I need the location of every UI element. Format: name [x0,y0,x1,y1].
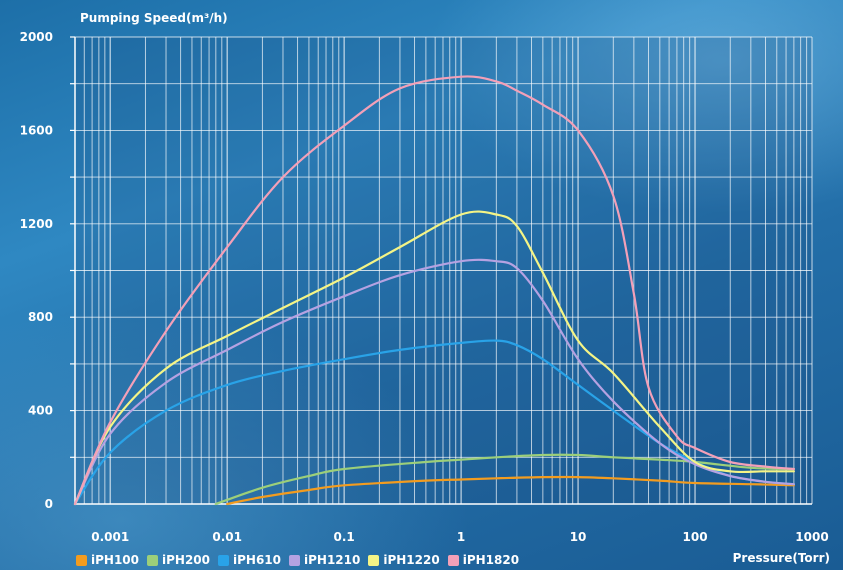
legend-swatch [147,554,158,566]
y-axis-title: Pumping Speed(m³/h) [80,11,228,25]
x-tick-label: 10 [570,530,587,544]
legend-label: iPH1820 [462,553,520,567]
tick-labels: 0 400 800 1200 1600 2000 0.001 0.01 0.1 1 10 100 100… [20,30,829,544]
y-tick-label: 1200 [20,217,53,231]
legend-item-iph1220: iPH1220 [368,553,440,567]
x-axis-title: Pressure(Torr) [733,551,830,565]
legend-swatch [447,554,459,566]
legend-label: iPH100 [91,553,139,567]
axes [70,36,812,505]
legend-item-iph1820: iPH1820 [447,553,520,567]
grid [74,36,813,504]
x-tick-label: 100 [683,530,708,544]
legend-label: iPH1220 [383,553,440,567]
legend-swatch [368,554,380,566]
legend-item-iph610: iPH610 [218,553,281,567]
series-line-iph1820 [73,75,795,506]
x-tick-label: 0.001 [91,530,129,544]
x-tick-label: 0.1 [334,530,355,544]
y-tick-label: 0 [45,497,53,511]
series-line-iph1210 [73,258,795,506]
x-tick-label: 1000 [795,530,828,544]
y-tick-label: 800 [28,310,53,324]
legend-label: iPH200 [162,553,210,567]
y-tick-label: 400 [28,404,53,418]
series-line-iph1220 [73,210,795,506]
legend-label: iPH1210 [304,553,361,567]
legend-swatch [218,554,229,566]
legend-label: iPH610 [233,553,281,567]
legend-item-iph1210: iPH1210 [289,553,360,567]
y-tick-label: 1600 [20,123,53,137]
legend-swatch [289,554,300,566]
series-line-iph100 [226,475,795,506]
legend-swatch [76,554,87,566]
x-tick-label: 1 [457,530,465,544]
legend: iPH100 iPH200 iPH610 iPH1210 iPH1220 iPH1820 [76,551,519,569]
y-tick-label: 2000 [20,30,53,44]
legend-item-iph100: iPH100 [76,553,139,567]
series-lines [73,75,795,506]
legend-item-iph200: iPH200 [147,553,210,567]
x-tick-label: 0.01 [212,530,242,544]
